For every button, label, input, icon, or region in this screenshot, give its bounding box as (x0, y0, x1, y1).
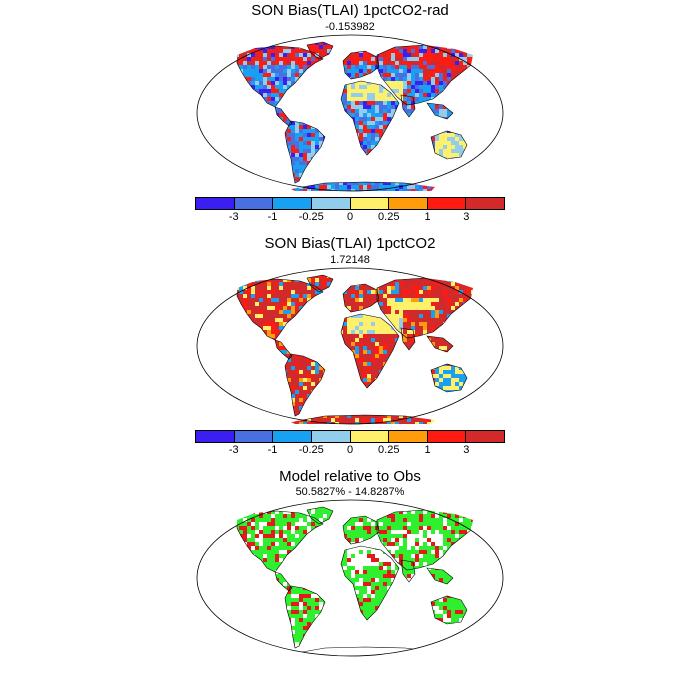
coastline-seAsia (426, 102, 454, 120)
colorbar-swatch (466, 198, 504, 209)
panel-2-global-mean: 1.72148 (330, 254, 370, 266)
colorbar-swatch (427, 198, 467, 209)
colorbar-swatch (389, 431, 428, 442)
colorbar-swatch (273, 198, 312, 209)
colorbar-tick-label: 3 (463, 444, 470, 456)
coastline-northAmerica (236, 510, 324, 573)
coastline-europe (342, 515, 380, 545)
coastline-india (400, 559, 416, 583)
colorbar-swatch (350, 431, 390, 442)
coastline-southAmerica (284, 120, 326, 184)
coastline-southAmerica (284, 585, 326, 649)
map-outline (196, 34, 504, 192)
colorbar-swatch (466, 431, 504, 442)
colorbar-swatch (389, 198, 428, 209)
coastline-centralAmerica (274, 339, 293, 360)
coastline-northAmerica (236, 45, 324, 108)
colorbar-tick-label: -3 (228, 211, 239, 223)
colorbar-swatch (196, 431, 235, 442)
coastline-greenland (306, 506, 334, 525)
coastline-southAmerica (284, 353, 326, 417)
coastline-centralAmerica (274, 571, 293, 592)
coastline-seAsia (426, 335, 454, 353)
colorbar-tick-label: 0.25 (378, 211, 400, 223)
panel-1-world-map (196, 34, 504, 192)
panel-2-colorbar (195, 430, 505, 443)
coastline-australia (430, 595, 468, 625)
panel-1-global-mean: -0.153982 (325, 21, 375, 33)
colorbar-tick-label: -1 (267, 444, 278, 456)
coastline-australia (430, 363, 468, 393)
colorbar-tick-label: -1 (267, 211, 278, 223)
panel-2-colorbar-ticks: -3 -1 -0.25 0 0.25 1 3 (195, 444, 505, 458)
map-outline (196, 499, 504, 657)
map-outline (196, 267, 504, 425)
coastline-africa (340, 545, 400, 621)
coastline-india (400, 327, 416, 351)
coastline-africa (340, 313, 400, 389)
colorbar-swatch (427, 431, 467, 442)
colorbar-swatch (234, 198, 274, 209)
coastline-europe (342, 283, 380, 313)
colorbar-swatch (311, 431, 351, 442)
panel-1-title: SON Bias(TLAI) 1pctCO2-rad (251, 2, 449, 19)
colorbar-tick-label: -3 (228, 444, 239, 456)
colorbar-tick-label: 0 (346, 444, 354, 456)
panel-3-world-map (196, 499, 504, 657)
coastline-india (400, 94, 416, 118)
panel-3-title: Model relative to Obs (279, 468, 421, 485)
coastline-centralAmerica (274, 106, 293, 127)
colorbar-swatch (196, 198, 235, 209)
panel-2-title: SON Bias(TLAI) 1pctCO2 (264, 235, 436, 252)
coastline-greenland (306, 41, 334, 60)
panel-2-world-map (196, 267, 504, 425)
colorbar-tick-label: 3 (463, 211, 470, 223)
colorbar-tick-label: 1 (424, 444, 431, 456)
colorbar-tick-label: -0.25 (298, 211, 324, 223)
colorbar-tick-label: 1 (424, 211, 431, 223)
colorbar-tick-label: 0.25 (378, 444, 400, 456)
coastline-seAsia (426, 567, 454, 585)
colorbar-swatch (234, 431, 274, 442)
coastline-europe (342, 50, 380, 80)
colorbar-swatch (273, 431, 312, 442)
panel-1-colorbar-ticks: -3 -1 -0.25 0 0.25 1 3 (195, 211, 505, 225)
colorbar-swatch (311, 198, 351, 209)
colorbar-tick-label: -0.25 (298, 444, 324, 456)
coastline-africa (340, 80, 400, 156)
panel-3-percentages: 50.5827% - 14.8287% (295, 486, 405, 498)
coastline-australia (430, 130, 468, 160)
coastline-northAmerica (236, 278, 324, 341)
colorbar-tick-label: 0 (346, 211, 354, 223)
panel-1-colorbar (195, 197, 505, 210)
coastline-greenland (306, 274, 334, 293)
colorbar-swatch (350, 198, 390, 209)
